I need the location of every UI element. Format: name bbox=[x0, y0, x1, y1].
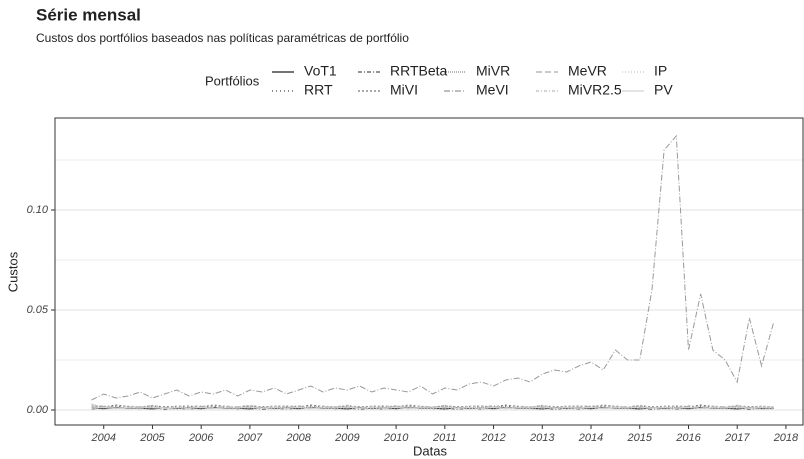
x-tick-label: 2004 bbox=[90, 432, 115, 444]
legend-label: MiVR bbox=[476, 63, 510, 79]
x-tick-label: 2018 bbox=[773, 432, 799, 444]
x-tick-label: 2005 bbox=[139, 432, 165, 444]
legend-label: VoT1 bbox=[304, 63, 337, 79]
x-axis-label: Datas bbox=[413, 443, 447, 458]
x-tick-label: 2009 bbox=[334, 432, 359, 444]
y-tick-label: 0.10 bbox=[27, 204, 49, 216]
series-line bbox=[91, 404, 774, 409]
legend-label: RRT bbox=[304, 82, 333, 98]
legend-label: MiVR2.5 bbox=[568, 82, 622, 98]
y-tick-label: 0.00 bbox=[27, 404, 49, 416]
x-tick-label: 2013 bbox=[529, 432, 555, 444]
chart-subtitle: Custos dos portfólios baseados nas polít… bbox=[36, 31, 409, 45]
x-tick-label: 2006 bbox=[188, 432, 214, 444]
legend-label: IP bbox=[654, 63, 667, 79]
legend-label: RRTBeta bbox=[390, 63, 448, 79]
chart-title: Série mensal bbox=[36, 5, 141, 24]
legend-title: Portfólios bbox=[205, 73, 260, 88]
legend-label: MiVI bbox=[390, 82, 418, 98]
x-tick-label: 2007 bbox=[237, 432, 263, 444]
x-tick-label: 2014 bbox=[578, 432, 603, 444]
x-tick-label: 2012 bbox=[480, 432, 505, 444]
x-tick-label: 2010 bbox=[383, 432, 409, 444]
legend-label: MeVR bbox=[568, 63, 607, 79]
series-line bbox=[91, 134, 775, 401]
y-axis-label: Custos bbox=[5, 251, 20, 292]
x-tick-label: 2011 bbox=[432, 432, 457, 444]
y-tick-label: 0.05 bbox=[27, 304, 49, 316]
x-tick-label: 2008 bbox=[285, 432, 311, 444]
series-line bbox=[91, 406, 774, 410]
x-tick-label: 2017 bbox=[724, 432, 750, 444]
series-line bbox=[91, 407, 774, 410]
x-tick-label: 2015 bbox=[627, 432, 653, 444]
x-tick-label: 2016 bbox=[675, 432, 701, 444]
panel-border bbox=[54, 117, 804, 426]
legend-label: MeVI bbox=[476, 82, 509, 98]
legend-label: PV bbox=[654, 82, 673, 98]
